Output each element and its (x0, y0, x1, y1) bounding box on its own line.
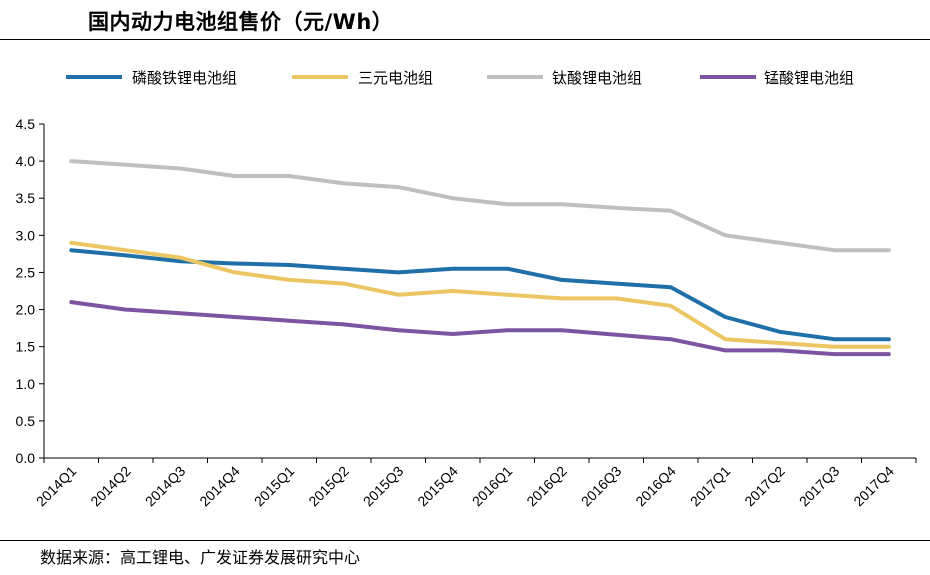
y-tick-label: 0.0 (16, 450, 36, 466)
x-tick-label: 2014Q1 (33, 463, 80, 510)
chart-title: 国内动力电池组售价（元/Wh） (88, 10, 394, 34)
legend: 磷酸铁锂电池组 三元电池组 钛酸锂电池组 锰酸锂电池组 (66, 69, 854, 87)
line-chart: 磷酸铁锂电池组 三元电池组 钛酸锂电池组 锰酸锂电池组 0.0 0.5 1.0 1.5 2.0… (16, 69, 917, 510)
legend-label: 三元电池组 (358, 69, 433, 87)
x-tick-label: 2016Q2 (523, 463, 570, 510)
series-line-4 (69, 300, 891, 357)
x-tick-label: 2014Q2 (87, 463, 134, 510)
x-tick-label: 2017Q4 (850, 463, 897, 510)
series-line-1 (69, 248, 891, 342)
x-tick-label: 2015Q3 (360, 463, 407, 510)
legend-label: 锰酸锂电池组 (764, 69, 854, 87)
series-line-3 (69, 159, 891, 253)
series-line-2 (69, 240, 891, 349)
y-tick-label: 2.0 (16, 302, 36, 318)
x-tick-label: 2014Q4 (196, 463, 243, 510)
x-tick-label: 2014Q3 (142, 463, 189, 510)
y-tick-label: 2.5 (16, 264, 36, 280)
source-note: 数据来源：高工锂电、广发证券发展研究中心 (40, 548, 361, 567)
x-tick-label: 2015Q4 (414, 463, 461, 510)
x-tick-label: 2016Q4 (632, 463, 679, 510)
legend-label: 磷酸铁锂电池组 (132, 69, 237, 87)
x-tick-label: 2015Q2 (305, 463, 352, 510)
bottom-divider (0, 540, 930, 541)
top-divider (0, 39, 930, 40)
y-tick-label: 1.5 (16, 339, 36, 355)
y-tick-label: 3.5 (16, 190, 36, 206)
y-tick-label: 4.5 (16, 116, 36, 132)
y-tick-label: 1.0 (16, 376, 36, 392)
x-tick-label: 2017Q2 (741, 463, 788, 510)
x-tick-label: 2016Q1 (469, 463, 516, 510)
series-lines (69, 159, 891, 357)
y-tick-label: 0.5 (16, 413, 36, 429)
legend-label: 钛酸锂电池组 (552, 69, 642, 87)
x-tick-label: 2015Q1 (251, 463, 298, 510)
y-tick-label: 3.0 (16, 227, 36, 243)
y-tick-label: 4.0 (16, 153, 36, 169)
x-tick-label: 2017Q3 (796, 463, 843, 510)
x-tick-label: 2017Q1 (687, 463, 734, 510)
x-tick-label: 2016Q3 (578, 463, 625, 510)
